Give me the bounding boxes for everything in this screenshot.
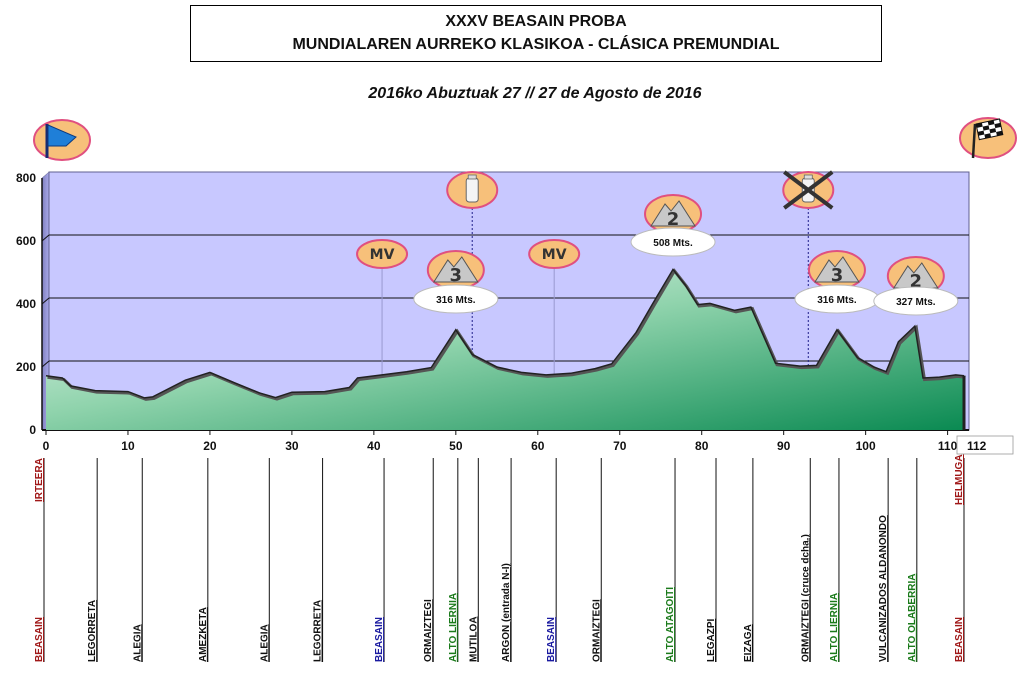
profile-area: [45, 268, 966, 430]
x-tick-label: 70: [613, 439, 627, 453]
x-tick-label: 90: [777, 439, 791, 453]
x-tick-label: 110: [938, 439, 958, 453]
altitude-label: 327 Mts.: [896, 297, 936, 308]
altitude-label: 316 Mts.: [817, 295, 857, 306]
location-label: ALTO LIERNIA: [448, 593, 459, 662]
cancelled-feed-zone-icon: [782, 170, 835, 210]
x-tick-label: 0: [43, 439, 50, 453]
bottle-cap: [467, 174, 477, 180]
location-label: ALEGIA: [132, 624, 143, 662]
location-label: ARGON (entrada N-I): [501, 563, 512, 662]
y-tick-label: 0: [29, 423, 36, 437]
profile-fill: [46, 269, 964, 430]
climb-marker: 3 316 Mts.: [413, 250, 499, 314]
location-label: ALEGIA: [259, 624, 270, 662]
feed-zone-icon: [446, 171, 499, 209]
location-label: EIZAGA: [743, 624, 754, 662]
y-tick-label: 800: [16, 171, 36, 185]
location-label: LEGORRETA: [87, 600, 98, 662]
x-tick-label: 100: [856, 439, 876, 453]
location-label: VULCANIZADOS ALDANONDO: [878, 515, 889, 662]
location-label: BEASAIN: [374, 617, 385, 662]
sprint-label: MV: [542, 247, 567, 263]
sprint-label: MV: [370, 247, 395, 263]
cross-line: [783, 170, 834, 210]
x-end-tick-label: 112: [967, 439, 987, 453]
y-tick-label: 600: [16, 234, 36, 248]
y-tick-label: 200: [16, 360, 36, 374]
climb-category: 3: [831, 265, 844, 286]
location-label: BEASAIN: [954, 617, 965, 662]
grid-line-wall: [41, 297, 50, 305]
altitude-bubble: [413, 284, 499, 314]
climb-category: 3: [450, 265, 463, 286]
sprint-marker: MV: [528, 239, 581, 269]
location-label: BEASAIN: [546, 617, 557, 662]
mountain-icon: [814, 256, 860, 283]
race-subtitle: MUNDIALAREN AURREKO KLASIKOA - CLÁSICA P…: [292, 36, 780, 53]
race-title: XXXV BEASAIN PROBA: [445, 13, 627, 30]
y-tick-label: 400: [16, 297, 36, 311]
bottle-cap: [803, 174, 813, 180]
location-labels: BEASAIN LEGORRETA ALEGIA AMEZKETA ALEGIA LEGO…: [34, 454, 965, 662]
location-label: ORMAIZTEGI (cruce dcha.): [800, 534, 811, 662]
x-tick-label: 40: [367, 439, 381, 453]
x-tick-label: 30: [285, 439, 299, 453]
mountain-icon: [650, 200, 696, 227]
grid-line-wall: [41, 360, 50, 368]
bottle-body: [465, 177, 479, 203]
x-tick-label: 10: [121, 439, 135, 453]
altitude-label: 508 Mts.: [653, 238, 693, 249]
title-box: XXXV BEASAIN PROBA MUNDIALAREN AURREKO K…: [190, 5, 882, 62]
x-tick-label: 50: [449, 439, 463, 453]
location-label: BEASAIN: [34, 617, 45, 662]
sprint-badge: [528, 239, 581, 269]
x-tick-label: 60: [531, 439, 545, 453]
location-label: ORMAIZTEGI: [423, 599, 434, 662]
sprint-marker: MV: [356, 239, 409, 269]
location-label: LEGAZPI: [706, 618, 717, 662]
grid-line-wall: [41, 234, 50, 242]
race-date: 2016ko Abuztuak 27 // 27 de Agosto de 20…: [368, 85, 702, 102]
location-label: ALTO ATAGOITI: [665, 587, 676, 662]
x-end-box: [956, 435, 1014, 455]
climb-marker: 3 316 Mts.: [794, 250, 880, 314]
altitude-bubble: [873, 286, 959, 316]
climb-category: 2: [667, 209, 680, 230]
x-tick-label: 80: [695, 439, 709, 453]
finish-label: HELMUGA: [954, 454, 965, 505]
location-label: LEGORRETA: [313, 600, 324, 662]
altitude-label: 316 Mts.: [436, 295, 476, 306]
location-label: ALTO LIERNIA: [829, 593, 840, 662]
climb-marker: 2 508 Mts.: [630, 194, 716, 257]
location-label: ALTO OLABERRIA: [907, 573, 918, 662]
x-tick-label: 20: [203, 439, 217, 453]
profile-line: [45, 268, 965, 399]
location-label: AMEZKETA: [198, 607, 209, 662]
checkered-flag-icon: [959, 117, 1017, 159]
blue-flag-icon: [33, 119, 91, 161]
start-label: IRTEERA: [34, 458, 45, 502]
mountain-icon: [432, 256, 479, 283]
location-label: MUTILOA: [468, 616, 479, 662]
sprint-badge: [356, 239, 409, 269]
altitude-bubble: [630, 227, 716, 257]
location-label: ORMAIZTEGI: [591, 599, 602, 662]
